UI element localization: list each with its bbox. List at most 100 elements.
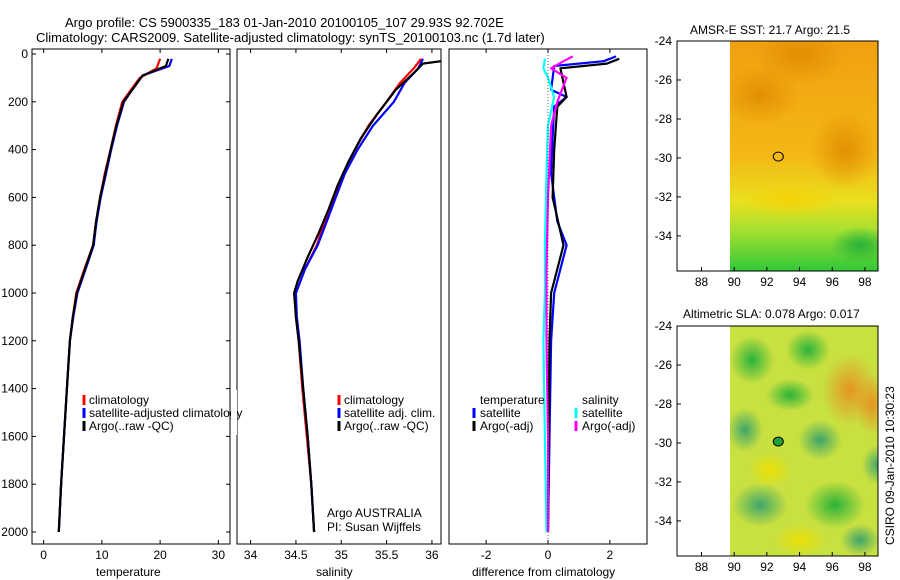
- map-y-tick-label: -34: [655, 514, 673, 528]
- x-tick-label: 2: [607, 548, 614, 562]
- difference-axis-label: difference from climatology: [472, 565, 615, 579]
- map-y-tick-label: -32: [655, 190, 673, 204]
- salinity-panel-frame: [236, 48, 442, 545]
- map-x-tick-label: 94: [793, 560, 807, 574]
- x-tick-label: 30: [212, 548, 226, 562]
- y-tick-label: 2000: [1, 525, 28, 539]
- temperature-legend: climatology satellite-adjusted climatolo…: [82, 393, 242, 433]
- sst-warm-patch: [810, 110, 878, 190]
- argo-annotation-line1: Argo AUSTRALIA: [327, 506, 422, 520]
- y-tick-label: 1400: [1, 382, 28, 396]
- map-x-tick-label: 88: [695, 275, 709, 289]
- sla-map-title: Altimetric SLA: 0.078 Argo: 0.017: [683, 307, 860, 321]
- y-tick-label: 1200: [1, 334, 28, 348]
- x-tick-label: 35: [335, 548, 349, 562]
- temperature-axis-label: temperature: [96, 565, 161, 579]
- x-tick-label: 34.5: [284, 548, 308, 562]
- legend-label-temp-satellite: satellite: [480, 406, 521, 420]
- sla-map-ticks: 88 90 92 94 96 98 -24 -26 -28 -30 -32 -34: [655, 319, 872, 574]
- legend-label-temp-argo: Argo(-adj): [480, 419, 533, 433]
- sla-low-patch: [730, 408, 763, 452]
- map-x-tick-label: 92: [760, 560, 774, 574]
- map-y-tick-label: -30: [655, 436, 673, 450]
- map-x-tick-label: 90: [728, 275, 742, 289]
- y-tick-label: 600: [8, 190, 28, 204]
- salinity-legend: climatology satellite adj. clim. Argo(..…: [337, 393, 435, 433]
- series-line-salinity-argo-adj-: [545, 55, 574, 532]
- y-tick-label: 200: [8, 95, 28, 109]
- sla-low-patch: [840, 524, 878, 556]
- x-tick-label: 20: [153, 548, 167, 562]
- map-x-tick-label: 92: [760, 275, 774, 289]
- sst-warm-patch: [730, 65, 800, 125]
- x-tick-label: -2: [481, 548, 492, 562]
- y-tick-label: 800: [8, 238, 28, 252]
- y-tick-label: 1000: [1, 286, 28, 300]
- series-line-temperature-satellite: [546, 55, 617, 533]
- credit-stamp: CSIRO 09-Jan-2010 10:30:23: [883, 386, 897, 545]
- sla-high-patch: [774, 524, 826, 556]
- map-y-tick-label: -24: [655, 319, 673, 333]
- legend-label-argo: Argo(..raw -QC): [89, 419, 174, 433]
- legend-clip-mask: [231, 390, 237, 435]
- map-x-tick-label: 94: [793, 275, 807, 289]
- series-line-argo-raw-qc-: [293, 60, 442, 533]
- sla-low-patch: [730, 336, 774, 384]
- sst-field: [730, 41, 878, 271]
- sla-argo-position-marker: [772, 436, 784, 447]
- sst-map-title: AMSR-E SST: 21.7 Argo: 21.5: [690, 23, 850, 37]
- sla-high-patch: [748, 452, 792, 488]
- map-y-tick-label: -34: [655, 229, 673, 243]
- map-y-tick-label: -28: [655, 112, 673, 126]
- x-tick-label: 34: [244, 548, 258, 562]
- figure-title-line2: Climatology: CARS2009. Satellite-adjuste…: [36, 30, 545, 45]
- legend-label-climatology: climatology: [344, 393, 404, 407]
- series-line-argo-raw-qc-: [57, 58, 170, 533]
- legend-title-salinity: salinity: [582, 393, 619, 407]
- temperature-panel-frame: [31, 48, 231, 545]
- sla-low-patch: [805, 481, 865, 529]
- sst-cool-patch: [830, 227, 878, 263]
- map-x-tick-label: 90: [728, 560, 742, 574]
- y-tick-label: 400: [8, 143, 28, 157]
- sla-low-patch: [786, 330, 830, 370]
- legend-label-sal-satellite: satellite: [582, 406, 623, 420]
- sst-cool-patch: [740, 182, 840, 218]
- sla-low-patch: [798, 420, 842, 460]
- legend-label-argo: Argo(..raw -QC): [344, 419, 429, 433]
- legend-label-sal-argo: Argo(-adj): [582, 419, 635, 433]
- legend-label-satellite-adj: satellite adj. clim.: [344, 406, 435, 420]
- difference-legend: temperature salinity satellite Argo(-adj…: [472, 393, 635, 433]
- salinity-axis-label: salinity: [316, 565, 353, 579]
- map-x-tick-label: 96: [826, 275, 840, 289]
- sla-field: [730, 326, 878, 556]
- map-y-tick-label: -24: [655, 34, 673, 48]
- figure-title-line1: Argo profile: CS 5900335_183 01-Jan-2010…: [65, 15, 504, 30]
- legend-title-temperature: temperature: [480, 393, 545, 407]
- map-x-tick-label: 98: [858, 560, 872, 574]
- y-tick-label: 1600: [1, 429, 28, 443]
- legend-label-satellite-adjusted: satellite-adjusted climatology: [89, 406, 242, 420]
- argo-annotation-line2: PI: Susan Wijffels: [327, 520, 421, 534]
- sst-map-border: [676, 40, 879, 272]
- profile-series: [57, 55, 620, 533]
- map-x-tick-label: 98: [858, 275, 872, 289]
- legend-label-climatology: climatology: [89, 393, 149, 407]
- sst-argo-position-marker: [772, 151, 784, 162]
- x-tick-label: 0: [545, 548, 552, 562]
- axis-ticks: 0 10 20 30020040060080010001200140016001800…: [1, 47, 613, 562]
- x-tick-label: 0: [40, 548, 47, 562]
- series-line-salinity-satellite: [542, 58, 556, 533]
- x-tick-label: 35.5: [375, 548, 399, 562]
- sla-low-patch: [732, 483, 788, 527]
- map-y-tick-label: -30: [655, 151, 673, 165]
- map-y-tick-label: -26: [655, 73, 673, 87]
- sst-map-ticks: 88 90 92 94 96 98 -24 -26 -28 -30 -32 -34: [655, 34, 872, 289]
- series-line-temperature-argo-adj-: [546, 57, 620, 533]
- y-tick-label: 1800: [1, 477, 28, 491]
- map-y-tick-label: -28: [655, 397, 673, 411]
- sla-low-patch: [766, 379, 814, 411]
- sla-low-patch: [862, 445, 878, 485]
- x-tick-label: 36: [425, 548, 439, 562]
